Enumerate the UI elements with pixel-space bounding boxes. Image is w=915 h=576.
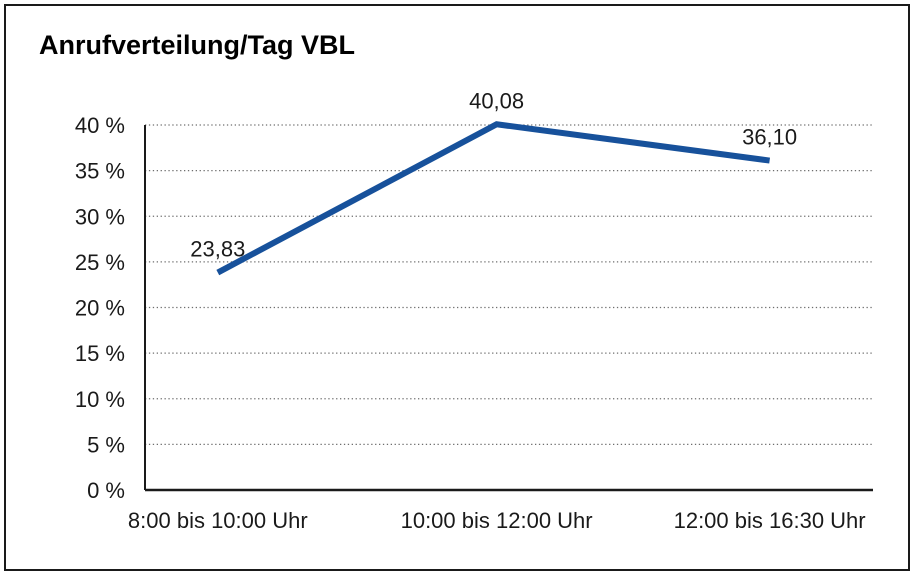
- x-category-label: 10:00 bis 12:00 Uhr: [401, 508, 593, 533]
- y-tick-label: 30 %: [75, 204, 125, 229]
- y-tick-label: 15 %: [75, 341, 125, 366]
- y-tick-label: 20 %: [75, 296, 125, 321]
- y-tick-label: 0 %: [87, 478, 125, 503]
- data-point-label: 23,83: [190, 237, 245, 262]
- y-tick-label: 40 %: [75, 113, 125, 138]
- y-tick-label: 5 %: [87, 432, 125, 457]
- y-tick-label: 25 %: [75, 250, 125, 275]
- x-category-label: 8:00 bis 10:00 Uhr: [128, 508, 308, 533]
- data-point-label: 40,08: [469, 88, 524, 113]
- y-tick-label: 10 %: [75, 387, 125, 412]
- x-category-label: 12:00 bis 16:30 Uhr: [674, 508, 866, 533]
- data-point-label: 36,10: [742, 125, 797, 150]
- y-tick-label: 35 %: [75, 159, 125, 184]
- data-line: [216, 121, 771, 276]
- chart-title: Anrufverteilung/Tag VBL: [39, 30, 356, 60]
